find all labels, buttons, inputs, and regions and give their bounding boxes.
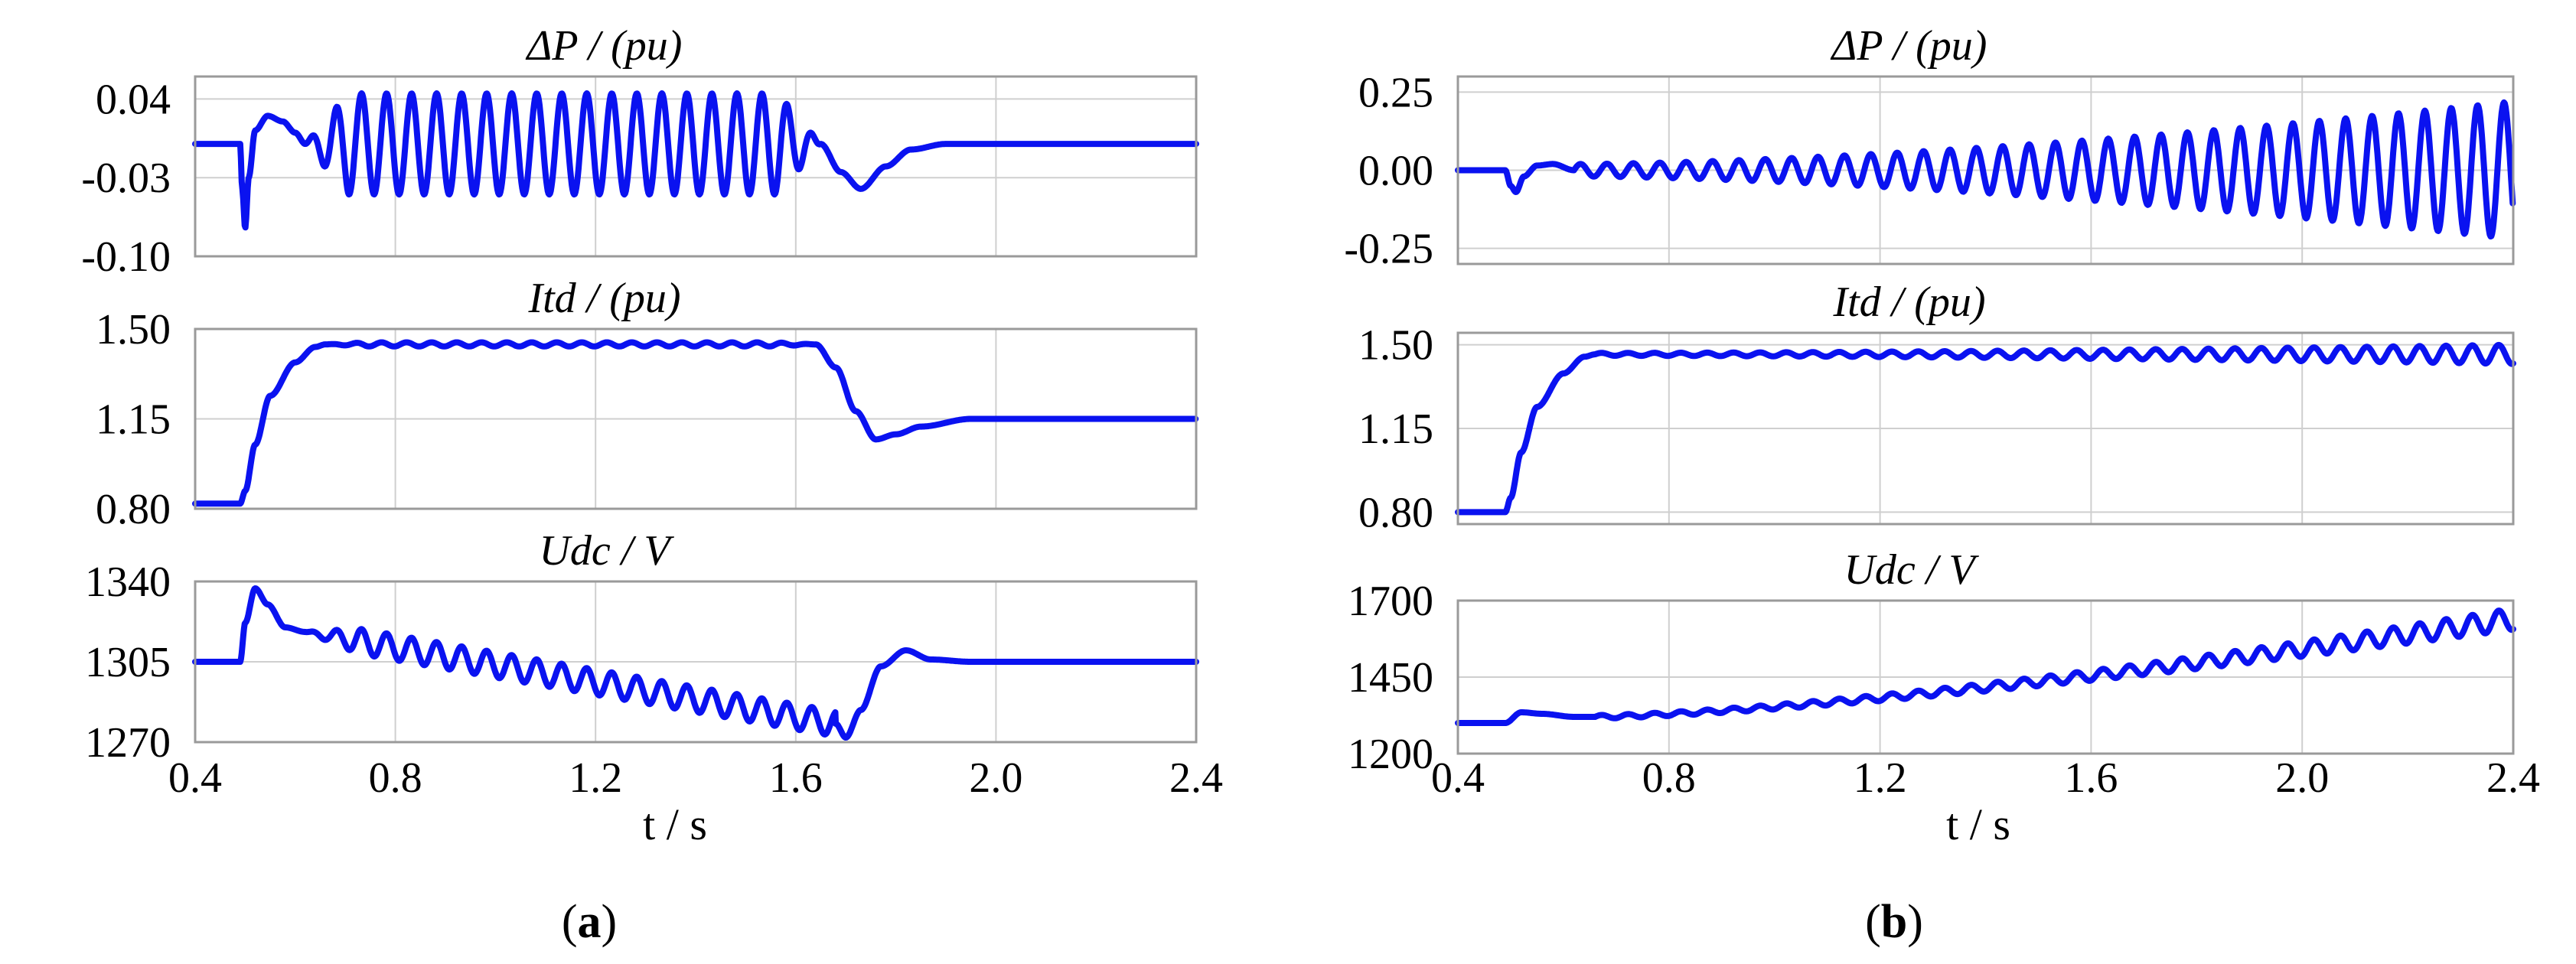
plot-frame: [1456, 75, 2515, 265]
y-tick-label: 0.80: [1358, 489, 1433, 536]
x-tick-label: 2.4: [1169, 754, 1223, 802]
subplot-title: ΔP / (pu): [526, 22, 683, 70]
sublabel-letter: a: [578, 896, 602, 948]
y-tick-label: 1.50: [96, 306, 171, 353]
y-tick-label: 0.00: [1358, 148, 1433, 195]
x-tick-label: 1.2: [569, 754, 622, 802]
x-tick-label: 1.6: [769, 754, 823, 802]
subplot-itd: Itd / (pu) 1.50 1.15 0.80: [96, 275, 1199, 533]
x-tick-label: 1.2: [1854, 754, 1907, 802]
y-tick-label: -0.10: [81, 233, 171, 281]
x-tick-label: 2.0: [2275, 754, 2329, 802]
y-tick-label: 1700: [1348, 578, 1433, 625]
x-tick-label: 2.0: [969, 754, 1022, 802]
x-tick-label: 0.4: [168, 754, 222, 802]
sublabel-paren-close: ): [602, 896, 618, 948]
subplot-title: ΔP / (pu): [1831, 22, 1987, 70]
series-line: [192, 339, 1199, 507]
sublabel-paren-open: (: [1865, 896, 1881, 948]
y-tick-label: 0.80: [96, 486, 171, 533]
x-axis-title: t / s: [1946, 800, 2010, 849]
subplot-title: Itd / (pu): [1832, 278, 1985, 326]
series-line: [192, 585, 1199, 741]
subplot-udc: Udc / V 1340 1305 1270: [85, 527, 1199, 767]
y-tick-label: 1.15: [1358, 405, 1433, 453]
sublabel-paren-close: ): [1907, 896, 1923, 948]
series-line: [1455, 99, 2516, 239]
subplot-dp: ΔP / (pu) 0.04 -0.03 -0.10: [81, 22, 1199, 281]
subplot-udc: Udc / V 1700 1450 1200: [1348, 546, 2516, 778]
plot-frame: [194, 327, 1198, 510]
plot-frame: [1456, 599, 2515, 755]
plot-frame: [194, 580, 1198, 744]
subplot-title: Udc / V: [1844, 546, 1979, 594]
series-line: [1455, 607, 2516, 726]
y-tick-label: 1.50: [1358, 322, 1433, 370]
x-tick-label: 0.4: [1431, 754, 1485, 802]
x-tick-label: 1.6: [2064, 754, 2118, 802]
panel-sublabel: (b): [1865, 896, 1923, 948]
plot-frame: [194, 75, 1198, 258]
y-tick-label: -0.03: [81, 155, 171, 202]
y-tick-label: 1200: [1348, 731, 1433, 778]
x-tick-label: 0.8: [369, 754, 422, 802]
subplot-title: Itd / (pu): [527, 275, 680, 322]
series-line: [192, 90, 1199, 231]
panel-b: ΔP / (pu) 0.25 0.00 -0.25 Itd / (pu) 1.50 1.15…: [1344, 22, 2540, 948]
panel-sublabel: (a): [562, 896, 617, 948]
x-tick-label: 2.4: [2486, 754, 2540, 802]
y-tick-label: 1270: [85, 719, 171, 767]
x-axis-title: t / s: [643, 800, 707, 849]
subplot-itd: Itd / (pu) 1.50 1.15 0.80: [1358, 278, 2516, 536]
sublabel-letter: b: [1881, 896, 1907, 948]
y-tick-label: 1450: [1348, 654, 1433, 702]
sublabel-paren-open: (: [562, 896, 578, 948]
y-tick-label: 0.04: [96, 76, 171, 123]
y-tick-label: 0.25: [1358, 69, 1433, 116]
subplot-title: Udc / V: [539, 527, 674, 575]
subplot-dp: ΔP / (pu) 0.25 0.00 -0.25: [1344, 22, 2516, 273]
y-tick-label: 1340: [85, 559, 171, 606]
y-tick-label: -0.25: [1344, 226, 1433, 273]
panel-a: ΔP / (pu) 0.04 -0.03 -0.10 Itd / (pu) 1.50 1.1…: [81, 22, 1223, 948]
y-tick-label: 1305: [85, 639, 171, 686]
charts-root: ΔP / (pu) 0.04 -0.03 -0.10 Itd / (pu) 1.50 1.1…: [81, 22, 2540, 948]
y-tick-label: 1.15: [96, 396, 171, 444]
x-tick-label: 0.8: [1642, 754, 1696, 802]
series-line: [1455, 341, 2516, 516]
plot-frame: [1456, 331, 2515, 526]
